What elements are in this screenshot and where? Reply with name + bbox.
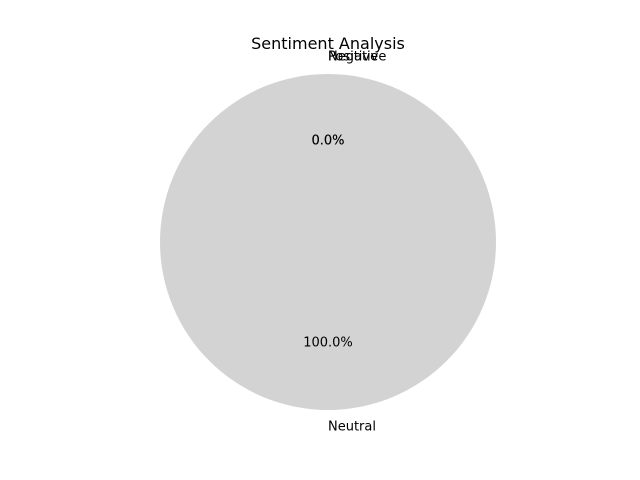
percent-label-neutral: 100.0% — [303, 335, 353, 350]
slices-layer — [160, 74, 496, 410]
percent-label-positive: 0.0% — [311, 134, 344, 149]
slice-label-negative: Negative — [328, 50, 386, 65]
slice-label-neutral: Neutral — [328, 419, 376, 434]
slice-label-positive: Positive — [328, 50, 378, 65]
pie-slice-neutral — [160, 74, 496, 410]
chart-title: Sentiment Analysis — [251, 34, 405, 53]
percent-label-negative: 0.0% — [311, 134, 344, 149]
